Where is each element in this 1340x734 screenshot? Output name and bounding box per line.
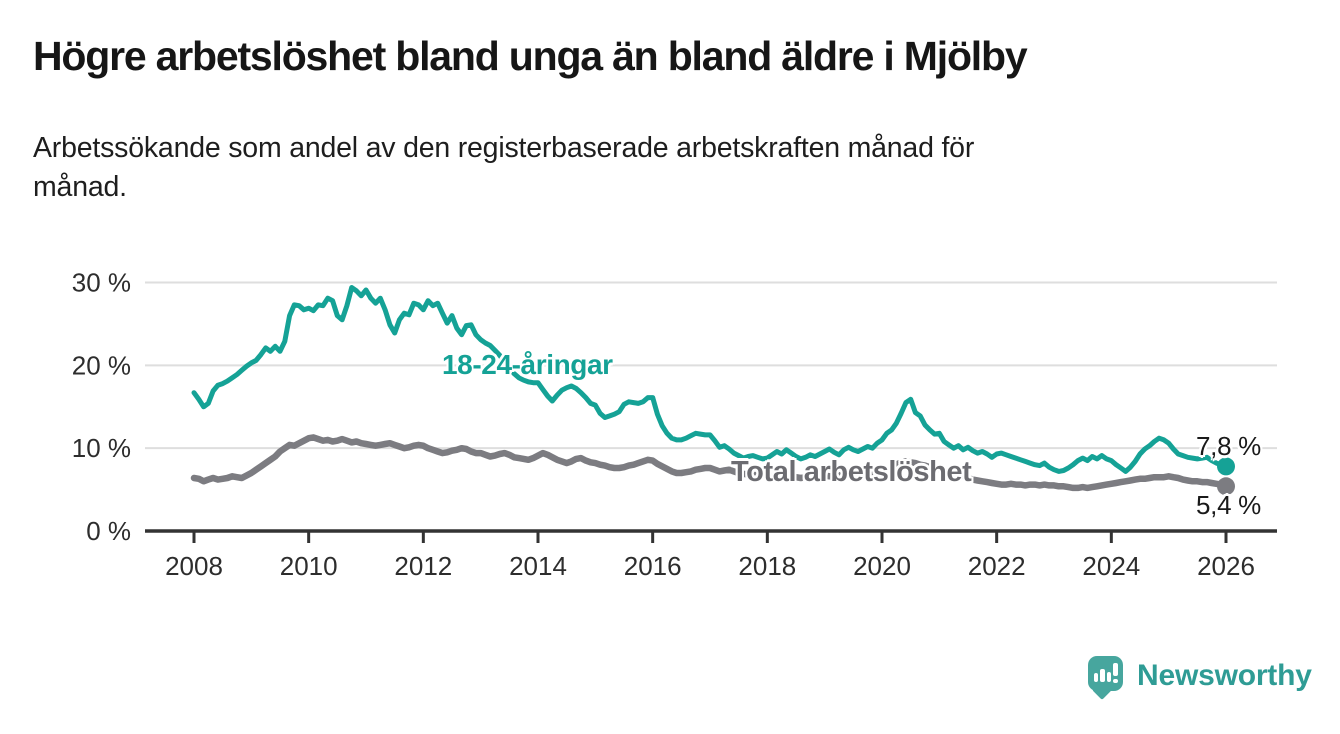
y-tick-label: 30 %: [72, 268, 131, 298]
newsworthy-logo-text: Newsworthy: [1137, 659, 1312, 692]
y-tick-label: 20 %: [72, 350, 131, 380]
end-value-youth: 7,8 %: [1196, 431, 1261, 461]
series-end-dot-youth: [1217, 457, 1235, 476]
x-tick-label: 2018: [738, 551, 796, 581]
end-value-total: 5,4 %: [1196, 490, 1261, 520]
x-tick-label: 2016: [624, 551, 682, 581]
y-tick-label: 10 %: [72, 433, 131, 463]
x-tick-label: 2020: [853, 551, 911, 581]
x-tick-label: 2026: [1197, 551, 1255, 581]
page-title: Högre arbetslöshet bland unga än bland ä…: [33, 33, 1028, 79]
x-tick-label: 2014: [509, 551, 567, 581]
logo-bar-icon: [1106, 671, 1111, 682]
x-tick-label: 2012: [394, 551, 452, 581]
y-tick-label: 0 %: [86, 516, 131, 546]
logo-bar-icon: [1100, 669, 1105, 682]
page-subtitle: Arbetssökande som andel av den registerb…: [33, 132, 975, 204]
series-end-dot-total: [1217, 477, 1235, 496]
series-line-youth: [191, 285, 1229, 474]
logo-exclamation-icon: [1113, 663, 1118, 676]
x-tick-label: 2024: [1082, 551, 1140, 581]
series-label-total: Total arbetslöshet: [731, 456, 972, 488]
logo-bar-icon: [1093, 673, 1098, 682]
series-label-youth: 18-24-åringar: [442, 349, 613, 380]
x-tick-label: 2022: [968, 551, 1026, 581]
newsworthy-logo-icon: [1088, 656, 1123, 691]
series-line-total: [190, 434, 1230, 492]
x-tick-label: 2010: [280, 551, 338, 581]
x-tick-label: 2008: [165, 551, 223, 581]
logo-exclamation-icon: [1113, 678, 1118, 683]
